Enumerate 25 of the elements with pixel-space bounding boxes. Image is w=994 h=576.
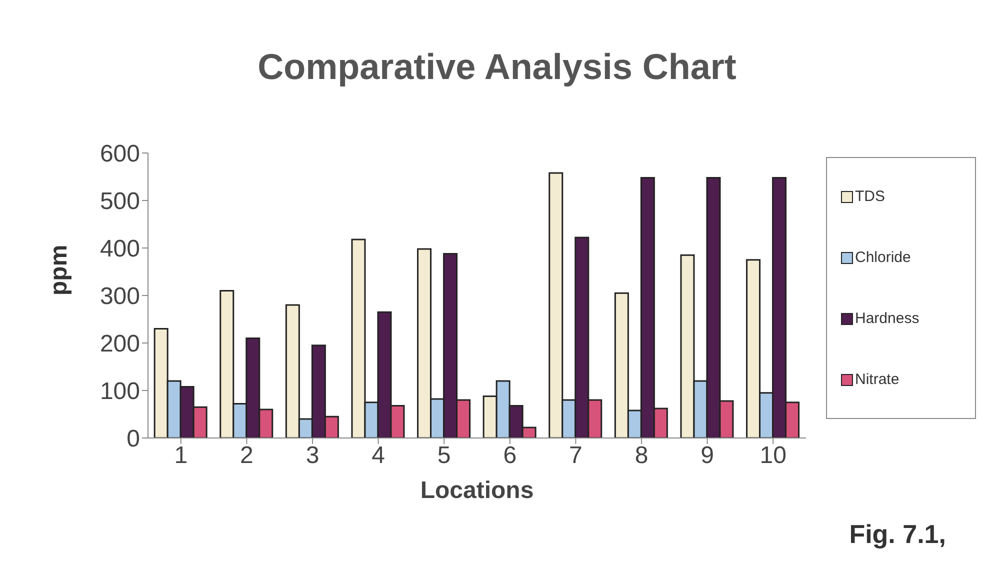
x-tick-label: 8 [634,442,648,470]
y-tick-label: 500 [100,188,140,216]
x-tick-label: 9 [700,442,714,470]
legend-label: Chloride [855,249,911,266]
x-tick-label: 1 [174,442,188,470]
y-tick-label: 400 [100,236,140,263]
legend-label: Hardness [855,310,920,327]
y-axis-title: ppm [46,244,73,296]
x-tick-label: 2 [240,442,254,470]
y-tick-label: 0 [126,426,140,453]
y-tick-label: 300 [100,283,140,310]
x-tick-label: 3 [306,442,320,470]
legend-label: TDS [855,188,885,205]
x-tick-label: 4 [372,442,385,470]
y-tick-label: 600 [100,140,140,168]
x-tick-label: 10 [760,442,786,470]
x-tick-label: 7 [569,442,582,470]
x-tick-label: 6 [503,442,517,470]
x-tick-label: 5 [437,442,451,470]
y-tick-label: 100 [100,378,140,406]
y-tick-label: 200 [100,330,140,358]
caption: Fig. 7.1, [849,519,946,550]
legend-label: Nitrate [855,371,900,388]
x-axis-title: Locations [420,477,534,504]
chart-title: Comparative Analysis Chart [256,46,738,88]
